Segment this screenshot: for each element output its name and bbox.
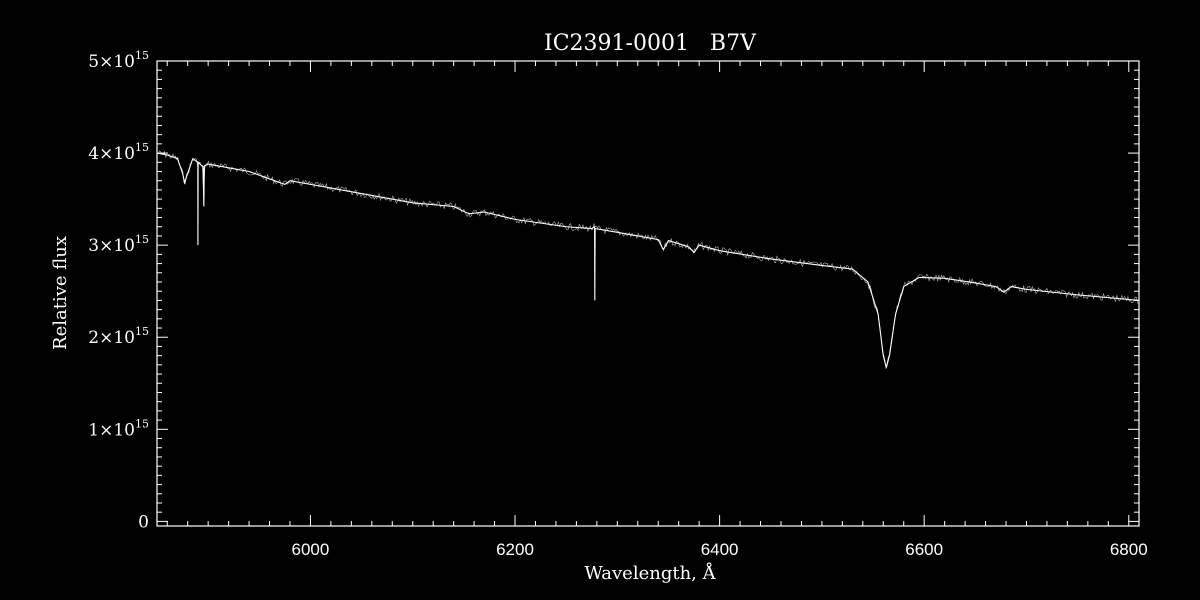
y-axis-label: Relative flux: [50, 236, 71, 350]
y-tick-label: 1×1015: [88, 417, 149, 440]
x-tick-label: 6600: [905, 540, 943, 559]
x-tick-label: 6200: [496, 540, 534, 559]
plot-frame: [156, 60, 1140, 527]
y-tick-label: 2×1015: [88, 325, 149, 348]
y-tick-label: 5×1015: [88, 49, 149, 72]
y-tick-label: 4×1015: [88, 141, 149, 164]
x-tick-label: 6400: [701, 540, 739, 559]
y-tick-label: 3×1015: [88, 233, 149, 256]
x-tick-label: 6800: [1110, 540, 1148, 559]
x-axis-label: Wavelength, Å: [584, 562, 716, 584]
spectrum-noise: [156, 150, 1140, 369]
axis-tick-labels: 6000 6200 6400 6600 6800 0 1×1015 2×1015 3×1015 4…: [88, 49, 1147, 559]
y-tick-label: 0: [138, 512, 149, 532]
chart-title: IC2391-0001 B7V: [544, 31, 757, 56]
x-tick-label: 6000: [292, 540, 330, 559]
